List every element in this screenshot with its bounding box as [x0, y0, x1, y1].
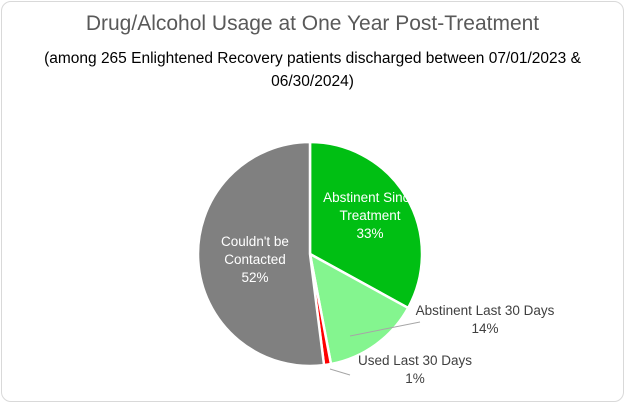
- slice-label: Abstinent Last 30 Days: [416, 303, 555, 318]
- leader-line: [329, 368, 351, 376]
- slice-value-label: 14%: [471, 321, 498, 336]
- pie-slice: [196, 140, 326, 368]
- leader-line: [349, 321, 421, 337]
- slice-value-label: 1%: [405, 371, 425, 386]
- slice-label: Treatment: [339, 208, 400, 223]
- chart-title: Drug/Alcohol Usage at One Year Post-Trea…: [85, 12, 540, 35]
- slice-label: Used Last 30 Days: [358, 353, 472, 368]
- pie-slice: [308, 140, 424, 310]
- slice-label: Abstinent Since: [323, 190, 417, 205]
- pie-slice: [308, 251, 410, 366]
- chart-subtitle: (among 265 Enlightened Recovery patients…: [44, 50, 581, 90]
- slice-label: Contacted: [224, 252, 286, 267]
- slice-value-label: 33%: [356, 226, 383, 241]
- slice-label: Couldn't be: [221, 234, 289, 249]
- slice-value-label: 52%: [241, 270, 268, 285]
